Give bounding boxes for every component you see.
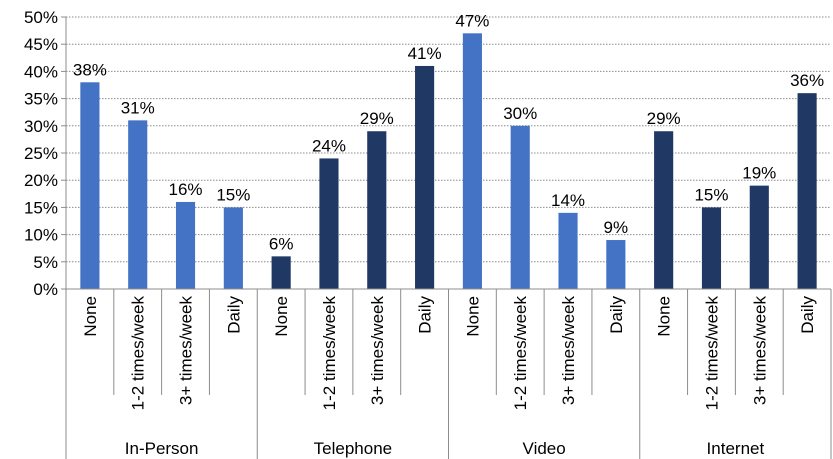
group-label: In-Person (125, 439, 199, 458)
data-label: 14% (551, 191, 585, 210)
bar (797, 93, 817, 289)
y-tick-label: 35% (24, 90, 58, 109)
bar (462, 33, 482, 289)
bar (606, 240, 626, 289)
bar (558, 212, 578, 289)
category-label: 1-2 times/week (702, 296, 721, 411)
bar (749, 185, 769, 289)
bar (415, 65, 435, 290)
data-label: 38% (73, 60, 107, 79)
data-label: 36% (790, 71, 824, 90)
y-tick-label: 30% (24, 117, 58, 136)
category-label: Daily (607, 296, 626, 334)
x-axis: None 1-2 times/week 3+ times/week Daily In-P… (65, 288, 832, 459)
data-labels: 38% 31% 16% 15% 6% 24% 29% 41% 47% 30% 14% 9% 29% 15%… (73, 11, 824, 253)
bar (367, 131, 387, 289)
bar (319, 158, 339, 289)
data-label: 24% (312, 136, 346, 155)
data-label: 31% (121, 98, 155, 117)
data-label: 15% (694, 185, 728, 204)
category-label: 1-2 times/week (129, 296, 148, 411)
group-label: Video (523, 439, 566, 458)
data-label: 15% (216, 185, 250, 204)
bar (223, 207, 243, 289)
y-tick-label: 20% (24, 171, 58, 190)
data-label: 29% (647, 109, 681, 128)
y-tick-label: 15% (24, 198, 58, 217)
category-label: 3+ times/week (750, 296, 769, 406)
category-label: None (655, 296, 674, 337)
category-label: Daily (798, 296, 817, 334)
category-label: 1-2 times/week (320, 296, 339, 411)
group-label: Internet (707, 439, 765, 458)
category-label: Daily (224, 296, 243, 334)
y-tick-label: 0% (33, 280, 58, 299)
bar (271, 256, 291, 289)
category-label: None (463, 296, 482, 337)
y-tick-label: 50% (24, 8, 58, 27)
data-label: 30% (503, 104, 537, 123)
data-label: 9% (604, 218, 629, 237)
category-label: 1-2 times/week (511, 296, 530, 411)
category-label: 3+ times/week (368, 296, 387, 406)
bar (128, 120, 148, 289)
data-label: 16% (169, 180, 203, 199)
data-label: 29% (360, 109, 394, 128)
data-label: 6% (269, 234, 294, 253)
category-label: 3+ times/week (559, 296, 578, 406)
y-tick-label: 45% (24, 35, 58, 54)
y-tick-label: 25% (24, 144, 58, 163)
category-label: 3+ times/week (177, 296, 196, 406)
y-tick-label: 5% (33, 253, 58, 272)
category-label: None (272, 296, 291, 337)
bars (80, 33, 817, 290)
category-label: None (81, 296, 100, 337)
bar (701, 207, 722, 289)
data-label: 47% (455, 11, 489, 30)
bar (654, 131, 674, 289)
y-axis: 0% 5% 10% 15% 20% 25% 30% 35% 40% 45% 50% (24, 8, 67, 299)
data-label: 41% (408, 44, 442, 63)
bar (80, 82, 100, 289)
y-tick-label: 40% (24, 62, 58, 81)
data-label: 19% (742, 164, 776, 183)
category-label: Daily (416, 296, 435, 334)
group-label: Telephone (314, 439, 392, 458)
bar (175, 201, 196, 289)
y-tick-label: 10% (24, 226, 58, 245)
bar (510, 125, 530, 289)
